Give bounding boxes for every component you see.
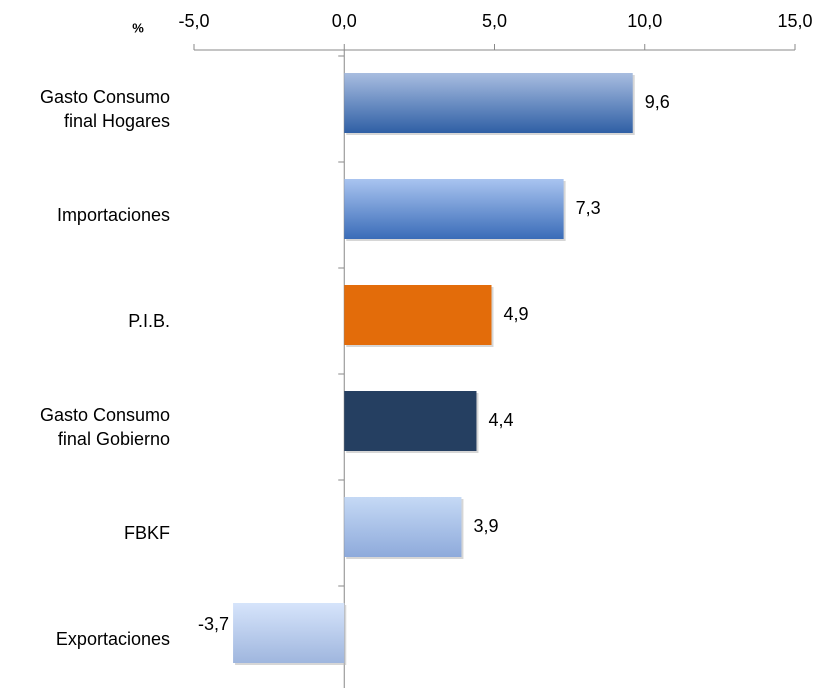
value-label: 3,9 — [473, 516, 498, 536]
value-label: 9,6 — [645, 92, 670, 112]
bar — [233, 603, 345, 663]
category-label: FBKF — [123, 523, 170, 543]
x-tick-label: -5,0 — [178, 11, 209, 31]
category-label: Importaciones — [56, 205, 170, 225]
bar — [344, 179, 564, 239]
category-label: Exportaciones — [55, 629, 170, 649]
bar — [344, 497, 462, 557]
category-label: Gasto Consumo final Gobierno — [39, 405, 170, 449]
value-label: 7,3 — [576, 198, 601, 218]
bar — [344, 391, 477, 451]
x-tick-label: 15,0 — [777, 11, 812, 31]
x-tick-label: 5,0 — [482, 11, 507, 31]
x-tick-label: 10,0 — [627, 11, 662, 31]
value-label: 4,9 — [503, 304, 528, 324]
axis-unit: % — [132, 20, 144, 35]
value-label: 4,4 — [488, 410, 513, 430]
bar — [344, 285, 492, 345]
category-label: Gasto Consumo final Hogares — [39, 87, 170, 131]
bar — [344, 73, 633, 133]
category-label: P.I.B. — [128, 311, 170, 331]
value-label: -3,7 — [198, 614, 229, 634]
x-tick-label: 0,0 — [332, 11, 357, 31]
